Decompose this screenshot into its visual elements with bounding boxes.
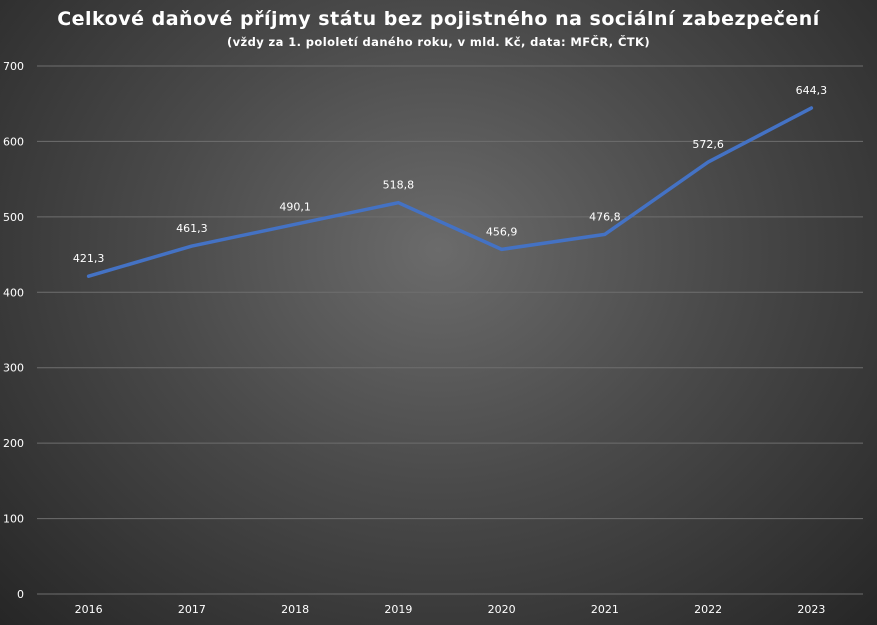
- data-label: 572,6: [692, 138, 724, 151]
- x-tick-label: 2017: [178, 603, 206, 616]
- y-tick-label: 700: [3, 60, 24, 73]
- y-tick-label: 300: [3, 362, 24, 375]
- y-tick-label: 0: [17, 588, 24, 601]
- chart-title: Celkové daňové příjmy státu bez pojistné…: [57, 8, 820, 30]
- data-label: 456,9: [486, 225, 518, 238]
- y-tick-label: 400: [3, 286, 24, 299]
- x-tick-label: 2020: [488, 603, 516, 616]
- data-label: 644,3: [796, 84, 828, 97]
- series-line: [86, 106, 814, 278]
- chart-subtitle: (vždy za 1. pololetí daného roku, v mld.…: [226, 35, 651, 49]
- data-label: 421,3: [73, 252, 105, 265]
- x-tick-label: 2016: [75, 603, 103, 616]
- x-tick-label: 2021: [591, 603, 619, 616]
- y-tick-label: 500: [3, 211, 24, 224]
- data-label: 476,8: [589, 210, 621, 223]
- x-tick-label: 2022: [694, 603, 722, 616]
- x-tick-label: 2019: [384, 603, 412, 616]
- y-tick-label: 200: [3, 437, 24, 450]
- data-label: 518,8: [383, 179, 415, 192]
- data-label: 490,1: [279, 200, 311, 213]
- y-tick-label: 100: [3, 513, 24, 526]
- y-tick-label: 600: [3, 135, 24, 148]
- data-label: 461,3: [176, 222, 208, 235]
- x-tick-label: 2018: [281, 603, 309, 616]
- x-tick-label: 2023: [797, 603, 825, 616]
